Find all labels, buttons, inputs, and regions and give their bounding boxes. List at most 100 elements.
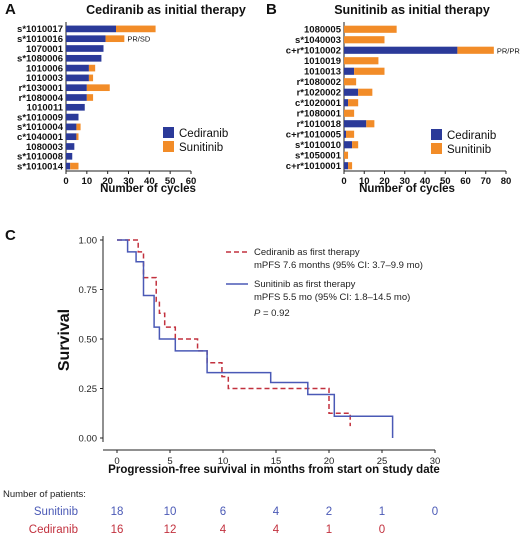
panel-c-x-tick-label: 30 bbox=[430, 456, 441, 467]
risk-count-cediranib: 0 bbox=[379, 524, 385, 536]
panel-b-category-label: 1080005 bbox=[304, 25, 342, 36]
panel-a-title: Cediranib as initial therapy bbox=[86, 3, 246, 17]
panel-a-bar-sunitinib bbox=[105, 35, 125, 43]
panel-a-x-tick-label: 30 bbox=[123, 176, 134, 187]
panel-a-category-label: s*1010017 bbox=[17, 24, 63, 35]
panel-a-bar-sunitinib bbox=[86, 84, 110, 92]
panel-b-legend-label-cediranib: Cediranib bbox=[447, 130, 496, 142]
panel-a-bar-cediranib bbox=[66, 103, 85, 111]
panel-b-bar-cediranib bbox=[344, 120, 367, 128]
legend-cediranib-label: Cediranib as first therapy bbox=[254, 247, 360, 258]
panel-b-letter: B bbox=[266, 1, 277, 18]
panel-b-category-label: c+r*1010005 bbox=[286, 130, 342, 141]
panel-b-chart: 0 10 20 30 40 50 60 70 801080005s*1040003c+r*101… bbox=[286, 22, 520, 187]
panel-b-bar-cediranib bbox=[344, 130, 347, 138]
legend-cediranib-mpfs: mPFS 7.6 months (95% CI: 3.7–9.9 mo) bbox=[254, 260, 423, 271]
panel-a-x-tick-label: 60 bbox=[186, 176, 197, 187]
panel-c-y-tick-label: 0.00 bbox=[79, 434, 98, 445]
panel-b-category-label: c+r*1010002 bbox=[286, 46, 341, 57]
panel-b-bar-cediranib bbox=[344, 67, 355, 75]
panel-a-xlabel: Number of cycles bbox=[100, 183, 196, 195]
risk-count-sunitinib: 0 bbox=[432, 506, 438, 518]
panel-a-bar-cediranib bbox=[66, 45, 104, 52]
panel-b-bar-sunitinib bbox=[344, 151, 349, 159]
panel-c-x-tick-label: 25 bbox=[377, 456, 388, 467]
panel-c-y-tick-label: 0.25 bbox=[79, 384, 98, 395]
km-curve-sunitinib-as-first-therapy bbox=[117, 239, 394, 438]
panel-a-bar-cediranib bbox=[66, 152, 73, 160]
panel-b-annotation: PR/PR bbox=[497, 46, 520, 55]
panel-a-bar-cediranib bbox=[66, 133, 77, 141]
panel-a-category-label: 1080003 bbox=[26, 142, 63, 153]
panel-b-legend-swatch-sunitinib bbox=[431, 143, 442, 154]
panel-b-xlabel: Number of cycles bbox=[359, 183, 455, 195]
risk-count-sunitinib: 10 bbox=[164, 506, 177, 518]
panel-c-y-tick-label: 0.50 bbox=[79, 335, 98, 346]
panel-a-bar-cediranib bbox=[66, 54, 102, 62]
panel-a-category-label: 1010011 bbox=[27, 103, 64, 114]
panel-a-annotation: PR/SD bbox=[127, 35, 151, 44]
panel-b-bar-cediranib bbox=[344, 141, 353, 149]
panel-b-legend-label-sunitinib: Sunitinib bbox=[447, 144, 491, 156]
panel-a-x-tick-label: 10 bbox=[82, 176, 93, 187]
panel-b-x-tick-label: 20 bbox=[379, 176, 390, 187]
panel-b-x-tick-label: 0 bbox=[341, 176, 346, 187]
risk-count-sunitinib: 18 bbox=[111, 506, 124, 518]
panel-b-category-label: c+r*1010001 bbox=[286, 161, 342, 172]
panel-c-x-tick-label: 20 bbox=[324, 456, 335, 467]
panel-b-bar-sunitinib bbox=[344, 109, 355, 117]
panel-a-category-label: 1070001 bbox=[26, 44, 64, 55]
panel-c-x-tick-label: 0 bbox=[114, 456, 119, 467]
panel-b-category-label: 1010019 bbox=[304, 56, 341, 67]
panel-b-bar-sunitinib bbox=[354, 67, 385, 75]
panel-b-category-label: r*1080001 bbox=[297, 109, 342, 120]
panel-c-x-tick-label: 15 bbox=[271, 456, 282, 467]
panel-b-bar-sunitinib bbox=[352, 141, 359, 149]
panel-a-bar-cediranib bbox=[66, 143, 75, 150]
panel-c-ylabel: Survival bbox=[56, 309, 73, 371]
risk-count-sunitinib: 1 bbox=[379, 506, 385, 518]
panel-a-legend-label-sunitinib: Sunitinib bbox=[179, 142, 223, 154]
panel-c-letter: C bbox=[5, 227, 16, 244]
panel-a-bar-cediranib bbox=[66, 162, 71, 170]
panel-a-bar-cediranib bbox=[66, 25, 116, 33]
panel-b-bar-sunitinib bbox=[348, 99, 359, 107]
panel-a-legend-swatch-cediranib bbox=[163, 127, 174, 138]
risk-count-sunitinib: 2 bbox=[326, 506, 332, 518]
panel-b-x-tick-label: 70 bbox=[480, 176, 491, 187]
panel-b-category-label: c*1020001 bbox=[295, 98, 342, 109]
panel-a-category-label: s*1010016 bbox=[17, 34, 63, 45]
panel-a-category-label: s*1010014 bbox=[17, 161, 64, 172]
panel-a-bar-sunitinib bbox=[88, 74, 94, 82]
panel-a-category-label: r*1030001 bbox=[19, 83, 64, 94]
panel-b-category-label: r*1020002 bbox=[297, 88, 341, 99]
panel-b-bar-sunitinib bbox=[348, 162, 353, 170]
panel-b-x-tick-label: 40 bbox=[420, 176, 431, 187]
panel-a-bar-sunitinib bbox=[88, 64, 96, 72]
risk-count-cediranib: 4 bbox=[273, 524, 280, 536]
risk-count-cediranib: 1 bbox=[326, 524, 332, 536]
p-value: P = 0.92 bbox=[254, 308, 290, 319]
panel-a-category-label: r*1080004 bbox=[19, 93, 64, 104]
panel-b-category-label: r*1010018 bbox=[297, 119, 341, 130]
risk-table-title: Number of patients: bbox=[3, 489, 86, 500]
panel-a-bar-sunitinib bbox=[70, 162, 79, 170]
legend-sunitinib-mpfs: mPFS 5.5 mo (95% CI: 1.8–14.5 mo) bbox=[254, 292, 410, 303]
panel-b-x-tick-label: 80 bbox=[501, 176, 512, 187]
panel-b-legend-swatch-cediranib bbox=[431, 129, 442, 140]
panel-c-x-tick-label: 5 bbox=[167, 456, 172, 467]
panel-b-category-label: 1010013 bbox=[304, 67, 341, 78]
panel-a-legend-swatch-sunitinib bbox=[163, 141, 174, 152]
panel-a-category-label: 1010003 bbox=[26, 73, 63, 84]
panel-a-x-tick-label: 0 bbox=[63, 176, 68, 187]
risk-count-cediranib: 16 bbox=[111, 524, 124, 536]
panel-b-bar-cediranib bbox=[344, 162, 349, 170]
panel-a-category-label: s*1010004 bbox=[17, 122, 64, 133]
panel-a-category-label: s*1080006 bbox=[17, 54, 63, 65]
panel-b-x-tick-label: 10 bbox=[359, 176, 370, 187]
panel-b-bar-sunitinib bbox=[346, 130, 355, 138]
panel-a-bar-cediranib bbox=[66, 64, 89, 72]
panel-a-bar-sunitinib bbox=[76, 123, 81, 131]
